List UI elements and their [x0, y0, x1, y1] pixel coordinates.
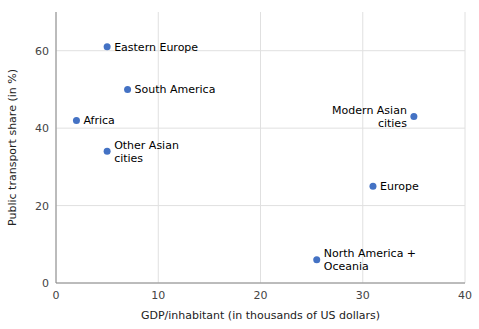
- annotation: Europe: [380, 180, 419, 193]
- chart-container: 0 10 20 30 40 0 20 40 60 GDP/inhabitant (in thous…: [0, 0, 479, 329]
- point: [104, 148, 111, 155]
- annotation: Modern Asiancities: [332, 104, 407, 130]
- annotation: Eastern Europe: [114, 41, 198, 54]
- grid: [56, 12, 465, 283]
- points: [73, 43, 417, 263]
- grid-line: [465, 12, 466, 283]
- y-axis: [56, 12, 57, 283]
- point: [73, 117, 80, 124]
- point: [124, 86, 131, 93]
- tick-label: 40: [35, 122, 49, 135]
- tick-label: 0: [53, 289, 60, 302]
- annotation: South America: [135, 83, 216, 96]
- annotation: North America +Oceania: [324, 247, 416, 273]
- grid-line: [56, 283, 465, 284]
- grid-line: [362, 12, 363, 283]
- tick-label: 60: [35, 45, 49, 58]
- point: [369, 183, 376, 190]
- tick-label: 20: [254, 289, 268, 302]
- y-axis-label: Public transport share (in %): [6, 69, 19, 226]
- annotation: Other Asiancities: [114, 139, 179, 165]
- tick-label: 30: [356, 289, 370, 302]
- point: [410, 113, 417, 120]
- x-axis: [56, 283, 465, 284]
- tick-label: 10: [151, 289, 165, 302]
- grid-line: [56, 205, 465, 206]
- grid-line: [56, 12, 57, 283]
- point: [104, 43, 111, 50]
- chart: 0 10 20 30 40 0 20 40 60 GDP/inhabitant (in thous…: [0, 0, 479, 329]
- tick-label: 40: [458, 289, 472, 302]
- annotation: Africa: [83, 114, 114, 127]
- tick-label: 0: [42, 277, 49, 290]
- tick-label: 20: [35, 200, 49, 213]
- grid-line: [260, 12, 261, 283]
- point: [313, 256, 320, 263]
- x-axis-label: GDP/inhabitant (in thousands of US dolla…: [141, 309, 380, 322]
